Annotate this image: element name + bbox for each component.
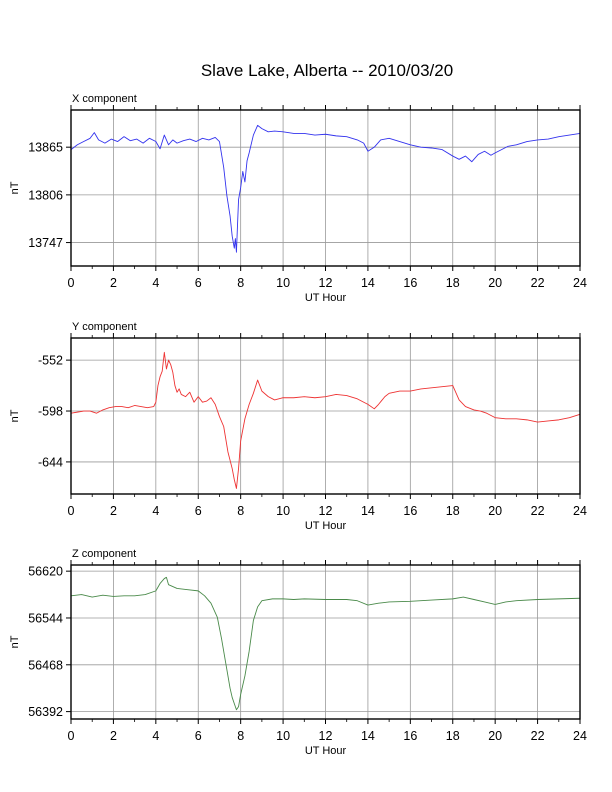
panel-1-xtick-label: 20 xyxy=(488,276,502,290)
panel-2-xtick-label: 18 xyxy=(446,504,460,518)
panel-2-xtick-label: 24 xyxy=(573,504,587,518)
panel-2-xtick-label: 2 xyxy=(110,504,117,518)
panel-2-xtick-label: 14 xyxy=(361,504,375,518)
panel-1-xtick-label: 22 xyxy=(531,276,545,290)
panel-1-xtick-label: 14 xyxy=(361,276,375,290)
panel-1-xlabel: UT Hour xyxy=(305,292,347,304)
panel-1-xtick-label: 12 xyxy=(319,276,333,290)
panel-1-xtick-label: 16 xyxy=(403,276,417,290)
panel-3-xtick-label: 14 xyxy=(361,729,375,743)
panel-3-xtick-label: 0 xyxy=(68,729,75,743)
panel-2-ytick-label: -552 xyxy=(38,354,63,368)
panel-3-xtick-label: 10 xyxy=(276,729,290,743)
panel-2-xtick-label: 10 xyxy=(276,504,290,518)
panel-3-xtick-label: 8 xyxy=(237,729,244,743)
panel-1-ytick-label: 13806 xyxy=(28,188,63,202)
panel-1-xtick-label: 24 xyxy=(573,276,587,290)
panel-2-xtick-label: 12 xyxy=(319,504,333,518)
panel-2-xtick-label: 6 xyxy=(195,504,202,518)
panel-1-ytick-label: 13747 xyxy=(28,236,63,250)
panel-1-xtick-label: 2 xyxy=(110,276,117,290)
panel-3-xtick-label: 4 xyxy=(152,729,159,743)
panel-2-title: Y component xyxy=(72,321,137,333)
panel-1-xtick-label: 8 xyxy=(237,276,244,290)
panel-2-xlabel: UT Hour xyxy=(305,520,347,532)
panel-3-xtick-label: 12 xyxy=(319,729,333,743)
panel-2-xtick-label: 16 xyxy=(403,504,417,518)
panel-3-ytick-label: 56544 xyxy=(28,611,63,625)
panel-3-ylabel: nT xyxy=(9,635,21,648)
panel-3-xtick-label: 16 xyxy=(403,729,417,743)
panel-1-xtick-label: 18 xyxy=(446,276,460,290)
panel-3-ytick-label: 56392 xyxy=(28,705,63,719)
panel-1-xtick-label: 4 xyxy=(152,276,159,290)
panel-1-ylabel: nT xyxy=(9,181,21,194)
panel-2-xtick-label: 4 xyxy=(152,504,159,518)
panel-3-xlabel: UT Hour xyxy=(305,745,347,757)
panel-1-xtick-label: 10 xyxy=(276,276,290,290)
panel-3-ytick-label: 56620 xyxy=(28,565,63,579)
panel-1-ytick-label: 13865 xyxy=(28,141,63,155)
panel-1-xtick-label: 0 xyxy=(68,276,75,290)
panel-1-title: X component xyxy=(72,93,137,105)
panel-3-xtick-label: 22 xyxy=(531,729,545,743)
panel-2-ytick-label: -644 xyxy=(38,455,63,469)
panel-3-xtick-label: 18 xyxy=(446,729,460,743)
panel-2-xtick-label: 8 xyxy=(237,504,244,518)
panel-2-xtick-label: 20 xyxy=(488,504,502,518)
panel-2-xtick-label: 22 xyxy=(531,504,545,518)
panel-1-series-line xyxy=(70,124,581,253)
panel-3-xtick-label: 24 xyxy=(573,729,587,743)
panel-2-ylabel: nT xyxy=(9,409,21,422)
panel-3-ytick-label: 56468 xyxy=(28,658,63,672)
panel-2-ytick-label: -598 xyxy=(38,405,63,419)
panel-1-xtick-label: 6 xyxy=(195,276,202,290)
panel-3-xtick-label: 20 xyxy=(488,729,502,743)
panel-2-series-line xyxy=(70,351,581,489)
panel-3-xtick-label: 6 xyxy=(195,729,202,743)
panel-2-xtick-label: 0 xyxy=(68,504,75,518)
panel-3-series-line xyxy=(70,576,581,711)
panel-3-xtick-label: 2 xyxy=(110,729,117,743)
page-title: Slave Lake, Alberta -- 2010/03/20 xyxy=(201,61,453,80)
panel-3-title: Z component xyxy=(72,548,136,560)
